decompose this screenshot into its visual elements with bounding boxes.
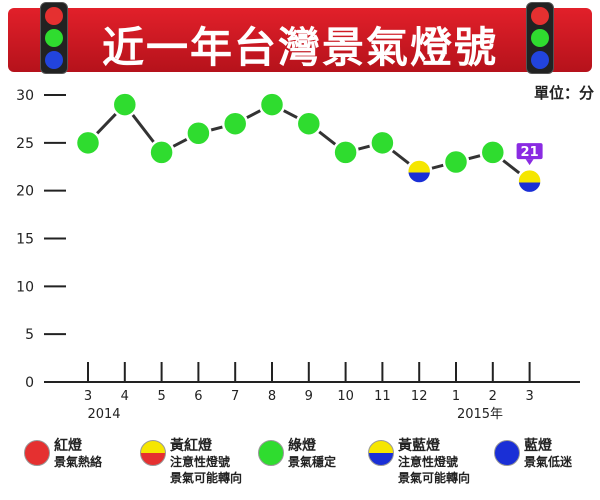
traffic-light-left-icon (40, 2, 68, 74)
x-tick-label: 7 (231, 389, 239, 404)
x-tick-label: 11 (374, 389, 391, 404)
x-tick-label: 3 (525, 389, 533, 404)
legend-description: 景氣熱絡 (54, 455, 103, 469)
legend-label: 紅燈 (54, 438, 82, 454)
data-point (185, 120, 212, 147)
legend-description: 景氣穩定 (288, 455, 337, 469)
x-tick-label: 8 (268, 389, 276, 404)
legend-description: 景氣可能轉向 (398, 471, 471, 485)
value-callout-pointer (525, 159, 534, 166)
x-tick-label: 2 (489, 389, 497, 404)
data-point (442, 148, 470, 176)
x-tick-label: 3 (84, 389, 92, 404)
x-tick-label: 5 (157, 389, 165, 404)
legend-description: 景氣可能轉向 (170, 471, 243, 485)
x-tick-label: 9 (305, 389, 313, 404)
x-tick-label: 1 (452, 389, 460, 404)
y-tick-label: 5 (25, 327, 34, 343)
year-label: 2015年 (457, 407, 503, 422)
y-tick-label: 25 (16, 136, 34, 152)
data-point (148, 139, 175, 166)
data-point (332, 139, 359, 166)
legend-label: 綠燈 (288, 438, 316, 454)
traffic-light-right-icon (526, 2, 554, 74)
data-point (369, 129, 396, 157)
yellow-red-light-icon (140, 440, 166, 466)
data-point (74, 129, 102, 157)
data-point (405, 158, 433, 185)
blue-light-icon (494, 440, 520, 466)
value-callout (516, 143, 543, 160)
legend-label: 黃藍燈 (398, 438, 440, 454)
data-point (221, 110, 249, 137)
data-point (295, 110, 323, 137)
legend-description: 注意性燈號 (170, 455, 231, 469)
y-tick-label: 30 (16, 88, 34, 104)
data-point (111, 91, 139, 118)
legend-description: 注意性燈號 (398, 455, 459, 469)
y-tick-label: 10 (16, 279, 34, 295)
legend-label: 藍燈 (524, 438, 552, 454)
page-title: 近一年台灣景氣燈號 (101, 23, 498, 72)
x-tick-label: 6 (194, 389, 202, 404)
y-tick-label: 20 (16, 184, 34, 200)
year-label: 2014 (87, 407, 120, 422)
data-point (479, 139, 507, 166)
legend-description: 景氣低迷 (524, 455, 573, 469)
x-tick-label: 4 (121, 389, 129, 404)
red-light-icon (24, 440, 50, 466)
header-banner: 近一年台灣景氣燈號 (8, 8, 592, 72)
yellow-blue-light-icon (368, 440, 394, 466)
y-tick-label: 15 (16, 232, 34, 248)
unit-label: 單位：分 (533, 84, 594, 102)
data-point (516, 167, 543, 195)
x-tick-label: 12 (411, 389, 428, 404)
y-tick-label: 0 (25, 375, 34, 391)
legend-label: 黃紅燈 (170, 438, 212, 454)
legend: 紅燈 景氣熱絡 黃紅燈 注意性燈號 景氣可能轉向 綠燈 景氣穩定 黃藍燈 注意性燈號 景氣可能轉向… (0, 436, 600, 500)
data-point (258, 91, 286, 118)
value-callout-label: 21 (521, 145, 539, 160)
green-light-icon (258, 440, 284, 466)
x-tick-label: 10 (337, 389, 354, 404)
